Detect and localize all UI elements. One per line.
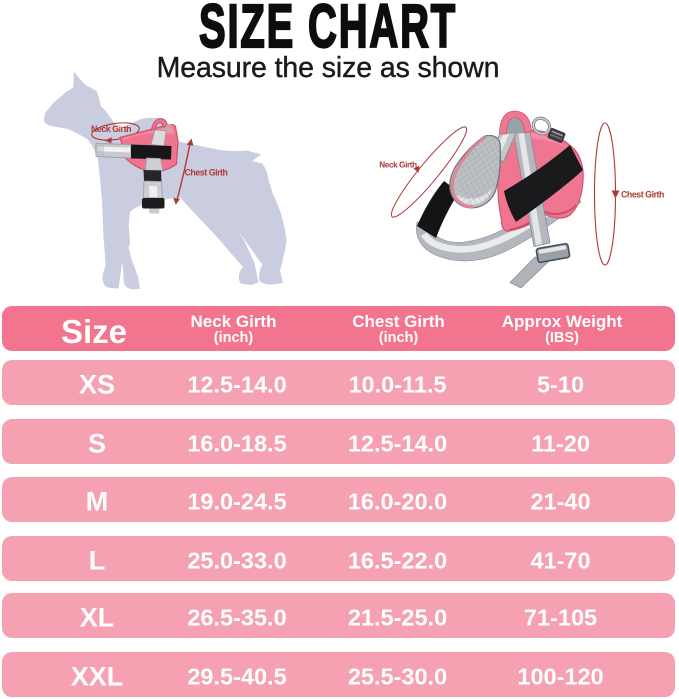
svg-text:Chest Girth: Chest Girth (185, 168, 228, 178)
svg-text:Neck Girth: Neck Girth (91, 124, 131, 134)
svg-text:Neck Girth: Neck Girth (379, 161, 417, 170)
svg-text:Chest Girth: Chest Girth (621, 190, 664, 200)
